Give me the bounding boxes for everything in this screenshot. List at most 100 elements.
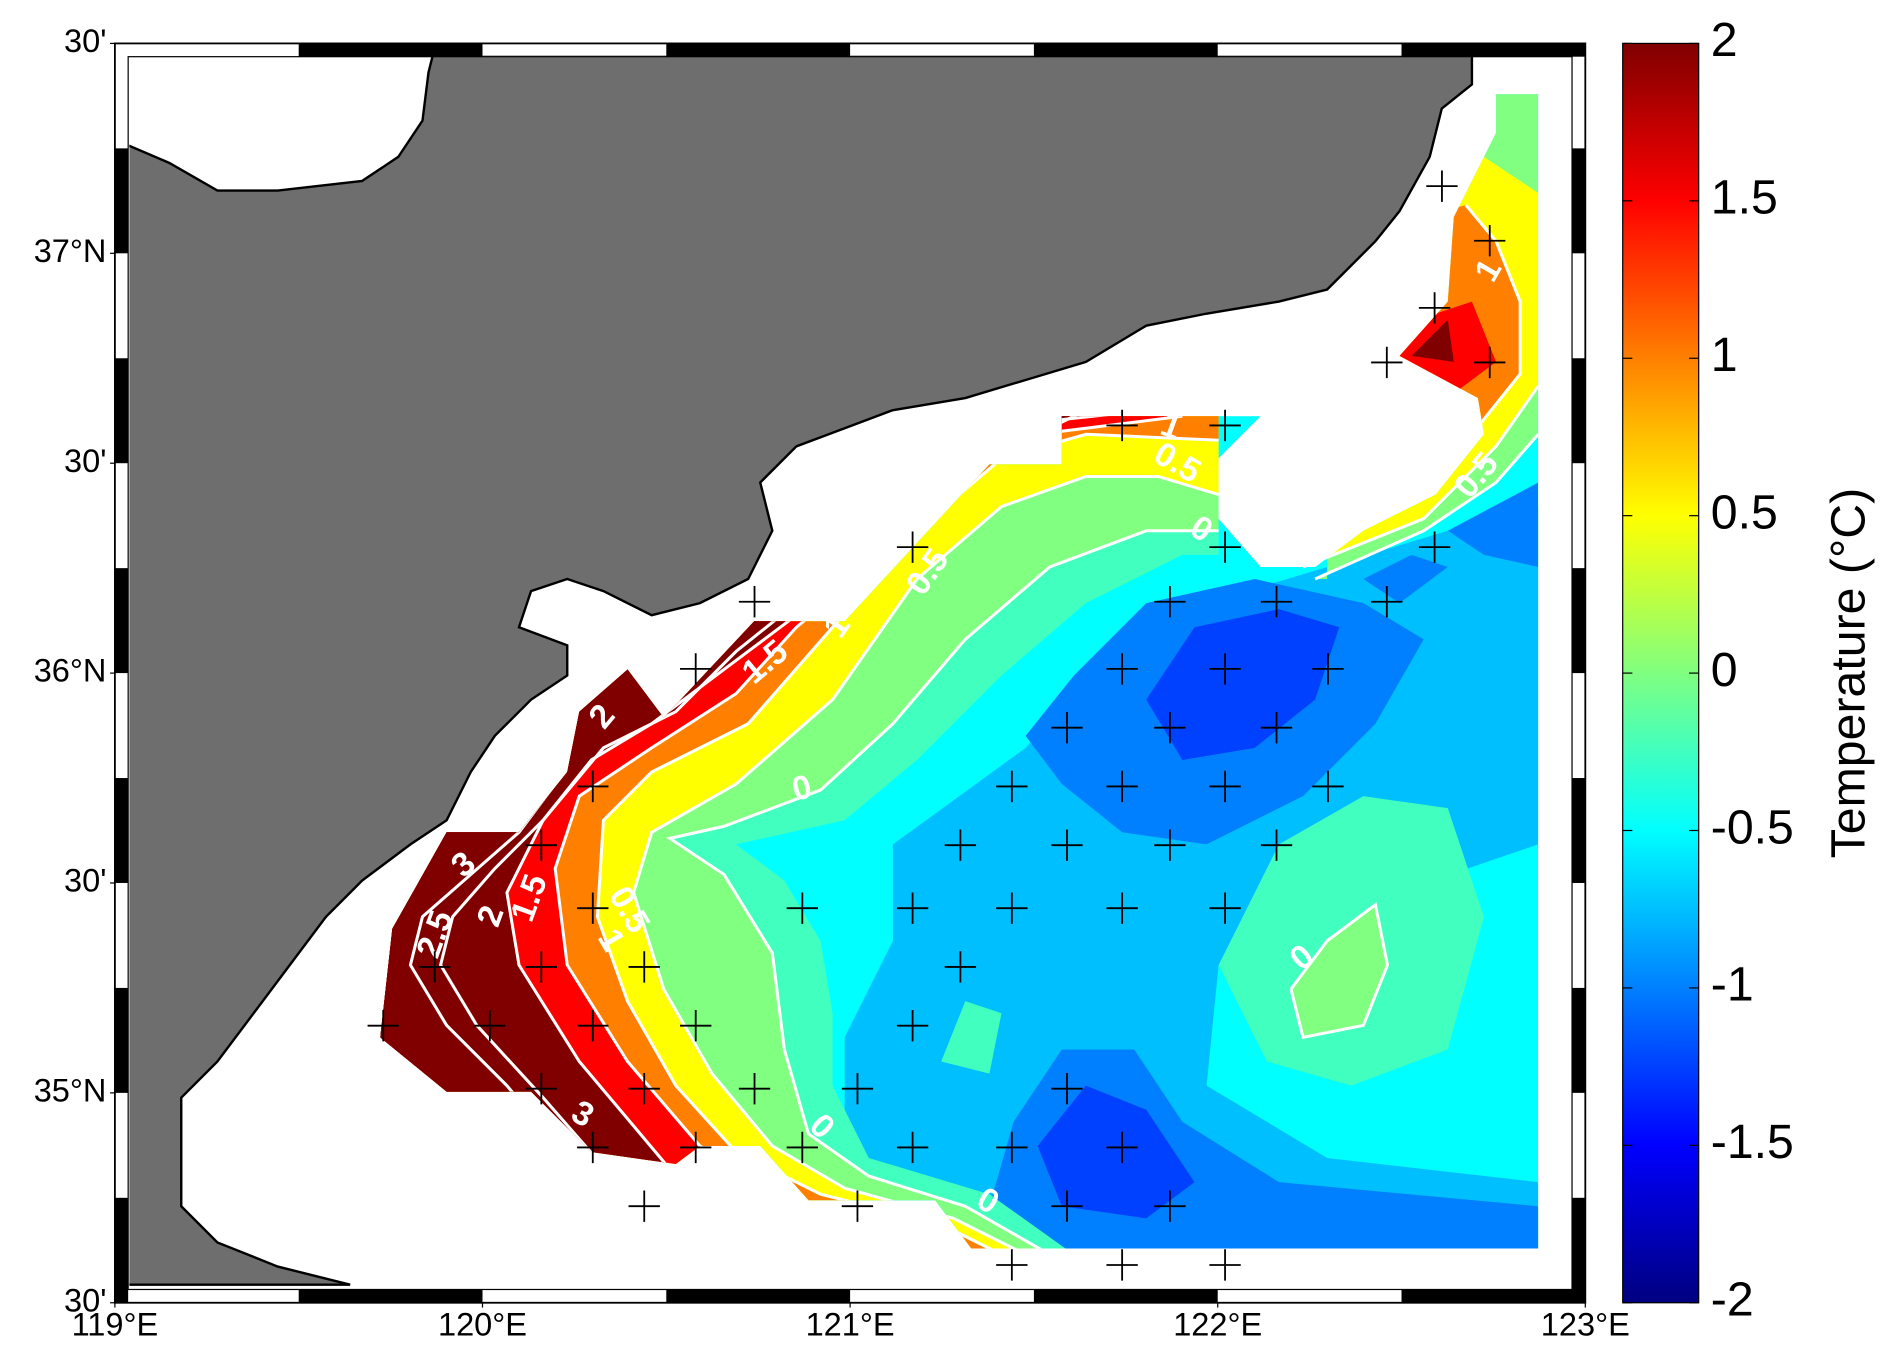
station-marker bbox=[1154, 829, 1186, 861]
station-marker bbox=[1209, 653, 1241, 685]
station-marker bbox=[419, 951, 451, 983]
station-marker bbox=[786, 1131, 818, 1164]
station-marker bbox=[628, 1190, 660, 1222]
contour-line bbox=[1314, 433, 1539, 581]
contour-line bbox=[1289, 902, 1390, 1040]
station-marker bbox=[474, 1010, 506, 1042]
station-marker bbox=[1106, 409, 1138, 442]
frame-stripe bbox=[114, 778, 129, 883]
station-marker bbox=[1106, 1249, 1138, 1281]
station-marker bbox=[1106, 770, 1138, 803]
y-tick-label: 30' bbox=[64, 443, 106, 479]
colorbar-tick-label: -2 bbox=[1711, 1273, 1754, 1327]
station-marker bbox=[1418, 292, 1451, 324]
stations bbox=[367, 170, 1506, 1281]
station-marker bbox=[841, 1190, 874, 1222]
contour-lines bbox=[408, 204, 1539, 1249]
station-marker bbox=[628, 951, 660, 983]
y-tick-label: 30' bbox=[64, 23, 106, 59]
colorbar bbox=[1622, 42, 1700, 1304]
x-tick-label: 123°E bbox=[1541, 1306, 1630, 1342]
station-marker bbox=[1051, 1072, 1083, 1105]
station-marker bbox=[996, 892, 1028, 924]
station-marker bbox=[1209, 409, 1241, 442]
station-marker bbox=[1051, 829, 1083, 861]
station-marker bbox=[896, 531, 929, 563]
frame-stripe bbox=[114, 358, 129, 464]
station-marker bbox=[680, 1010, 712, 1042]
frame-stripe bbox=[666, 43, 851, 57]
frame-stripe bbox=[114, 1197, 129, 1303]
colorbar-tick-label: 1 bbox=[1711, 328, 1738, 382]
frame-stripe bbox=[1401, 43, 1586, 57]
colorbar-group: 2 1.5 1 0.5 0 -0.5 -1 -1.5 -2 Temperature (°C) bbox=[1622, 13, 1876, 1327]
station-marker bbox=[680, 653, 712, 685]
station-marker bbox=[1106, 653, 1138, 685]
colorbar-tick-label: -0.5 bbox=[1711, 800, 1794, 854]
x-tick-label: 119°E bbox=[72, 1306, 159, 1342]
station-marker bbox=[1474, 225, 1506, 257]
axes: 119°E 120°E 121°E 122°E 123°E 30' 35°N 30' 36°N 3… bbox=[34, 23, 1630, 1342]
station-marker bbox=[1260, 829, 1293, 861]
frame-stripe bbox=[1033, 43, 1218, 57]
frame-stripe bbox=[114, 568, 129, 674]
station-marker bbox=[896, 1131, 929, 1164]
contour-fill bbox=[1447, 482, 1539, 567]
station-marker bbox=[1418, 531, 1451, 563]
station-marker bbox=[577, 770, 609, 803]
station-marker bbox=[738, 1072, 771, 1105]
station-marker bbox=[944, 951, 977, 983]
station-marker bbox=[1260, 586, 1293, 618]
station-marker bbox=[996, 1131, 1028, 1164]
station-marker bbox=[841, 1072, 874, 1105]
station-marker bbox=[1312, 770, 1344, 803]
station-marker bbox=[896, 892, 929, 924]
station-marker bbox=[1106, 1131, 1138, 1164]
station-marker bbox=[738, 586, 771, 618]
station-marker bbox=[1154, 711, 1186, 744]
contour-line bbox=[632, 474, 1220, 1249]
frame-stripe bbox=[1401, 1289, 1586, 1303]
station-marker bbox=[577, 1010, 609, 1042]
frame-stripe bbox=[1572, 358, 1586, 464]
station-marker bbox=[1371, 346, 1403, 379]
station-marker bbox=[1051, 1190, 1083, 1222]
station-marker bbox=[1209, 770, 1241, 803]
frame-stripe bbox=[298, 1289, 483, 1303]
frame-stripe bbox=[114, 987, 129, 1093]
station-marker bbox=[680, 1131, 712, 1164]
colorbar-tick-label: 2 bbox=[1711, 13, 1738, 67]
frame-stripe bbox=[114, 148, 129, 254]
contour-fill bbox=[1037, 1085, 1195, 1219]
station-marker bbox=[1209, 1249, 1241, 1281]
station-marker bbox=[367, 1010, 399, 1042]
frame-stripe bbox=[1572, 568, 1586, 674]
station-marker bbox=[1106, 892, 1138, 924]
y-tick-label: 37°N bbox=[34, 233, 107, 269]
colorbar-tick-label: 0 bbox=[1711, 643, 1738, 697]
contour-fill bbox=[1363, 554, 1448, 604]
station-marker bbox=[996, 1249, 1028, 1281]
station-marker bbox=[1051, 711, 1083, 744]
colorbar-tick-label: -1.5 bbox=[1711, 1115, 1794, 1169]
y-tick-label: 36°N bbox=[34, 653, 107, 689]
station-marker bbox=[577, 1131, 609, 1164]
contour-fill bbox=[1146, 609, 1340, 760]
station-marker bbox=[525, 1072, 557, 1105]
station-marker bbox=[944, 829, 977, 861]
land-layer bbox=[129, 55, 1474, 1286]
station-marker bbox=[1209, 531, 1241, 563]
station-marker bbox=[1154, 1190, 1186, 1222]
station-marker bbox=[896, 1010, 929, 1042]
frame-stripe bbox=[666, 1289, 851, 1303]
station-marker bbox=[1154, 586, 1186, 618]
frame-stripe bbox=[1572, 1197, 1586, 1303]
station-marker bbox=[1474, 346, 1506, 379]
y-tick-label: 30' bbox=[64, 1282, 106, 1318]
station-marker bbox=[577, 892, 609, 924]
station-marker bbox=[1209, 892, 1241, 924]
frame-inner bbox=[127, 56, 1573, 1291]
station-marker bbox=[525, 829, 557, 861]
